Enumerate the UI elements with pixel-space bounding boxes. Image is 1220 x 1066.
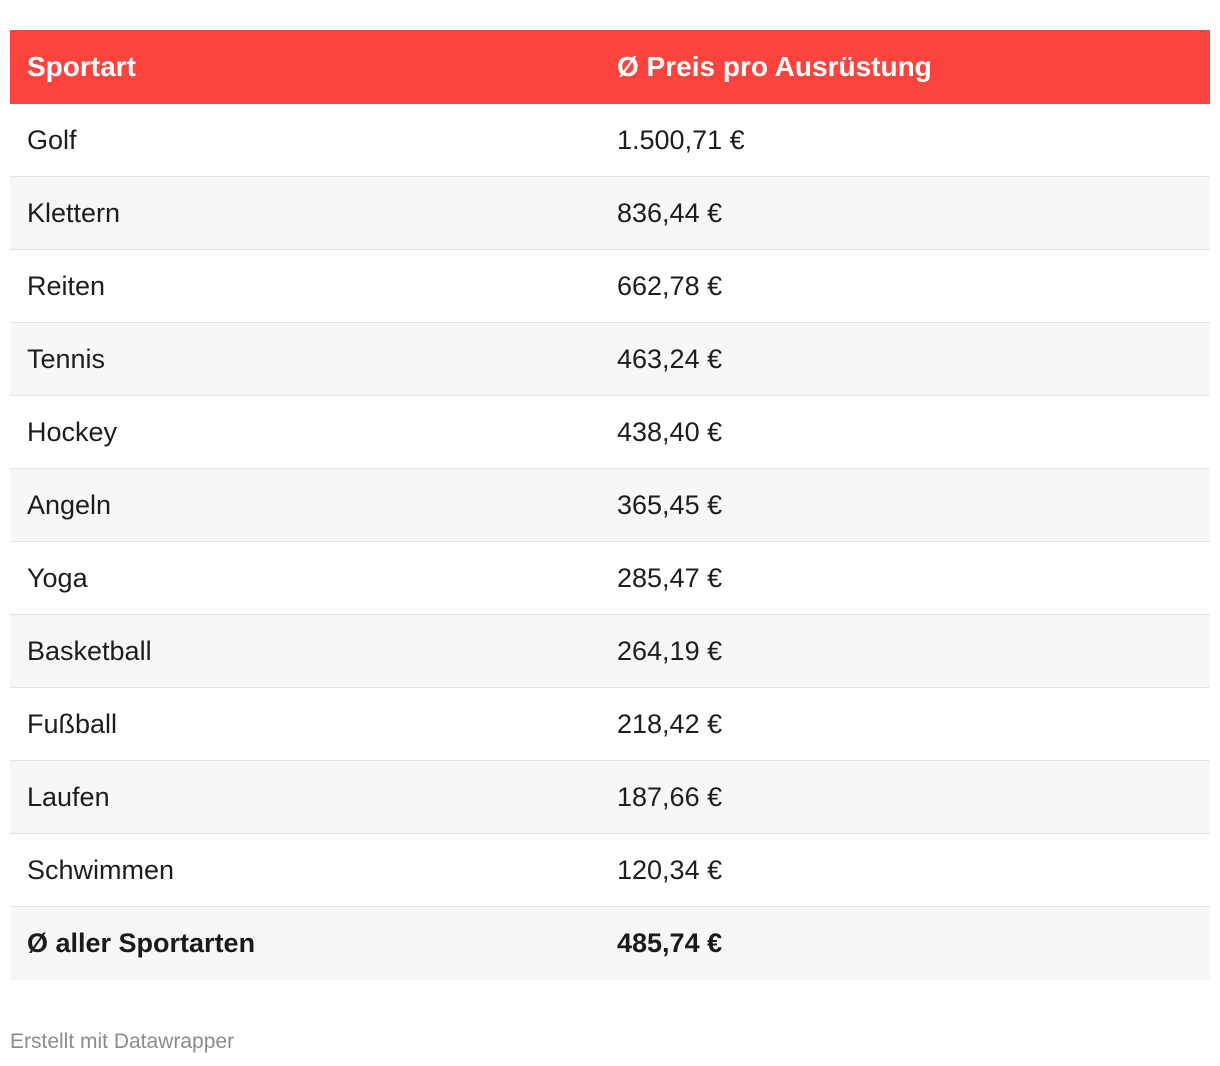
total-price-cell: 485,74 € [617,928,723,958]
total-label-cell: Ø aller Sportarten [27,928,256,958]
table-row: Tennis 463,24 € [10,323,1210,396]
price-cell: 662,78 € [617,270,723,301]
table-row: Reiten 662,78 € [10,250,1210,323]
price-cell: 120,34 € [617,854,723,885]
price-cell: 218,42 € [617,708,723,739]
price-table: Sportart Ø Preis pro Ausrüstung Golf 1.5… [10,30,1210,980]
table-row: Klettern 836,44 € [10,177,1210,250]
table-row: Yoga 285,47 € [10,542,1210,615]
table-header-row: Sportart Ø Preis pro Ausrüstung [10,30,1210,104]
price-cell: 187,66 € [617,781,723,812]
sport-cell: Reiten [27,270,106,301]
column-header-price: Ø Preis pro Ausrüstung [617,51,932,82]
table-row: Schwimmen 120,34 € [10,834,1210,907]
sport-cell: Klettern [27,197,121,228]
table-total-row: Ø aller Sportarten 485,74 € [10,907,1210,980]
sport-cell: Laufen [27,781,110,812]
price-cell: 1.500,71 € [617,124,745,155]
price-cell: 463,24 € [617,343,723,374]
sport-cell: Fußball [27,708,118,739]
sport-cell: Golf [27,124,77,155]
sport-cell: Basketball [27,635,152,666]
sport-cell: Hockey [27,416,118,447]
table-row: Fußball 218,42 € [10,688,1210,761]
price-cell: 264,19 € [617,635,723,666]
price-cell: 285,47 € [617,562,723,593]
price-cell: 438,40 € [617,416,723,447]
sport-cell: Angeln [27,489,112,520]
sport-cell: Schwimmen [27,854,175,885]
table-row: Hockey 438,40 € [10,396,1210,469]
table-row: Golf 1.500,71 € [10,104,1210,177]
sport-cell: Yoga [27,562,88,593]
table-row: Basketball 264,19 € [10,615,1210,688]
datawrapper-credit: Erstellt mit Datawrapper [10,1030,235,1053]
table-row: Laufen 187,66 € [10,761,1210,834]
price-cell: 836,44 € [617,197,723,228]
price-cell: 365,45 € [617,489,723,520]
column-header-sport: Sportart [27,51,136,82]
sport-cell: Tennis [27,343,106,374]
table-row: Angeln 365,45 € [10,469,1210,542]
